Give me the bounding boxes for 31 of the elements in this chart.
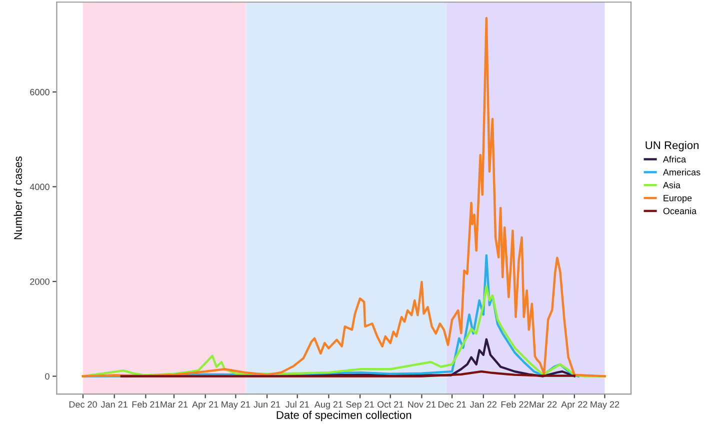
x-tick-label: May 21 xyxy=(222,401,250,410)
legend-label: Africa xyxy=(662,156,686,162)
y-axis-title: Number of cases xyxy=(14,156,22,240)
x-tick-label: Sep 21 xyxy=(346,401,374,410)
line-series xyxy=(82,16,606,378)
x-tick-label: Aug 21 xyxy=(314,401,343,410)
y-tick-label: 2000 xyxy=(30,278,50,285)
x-tick-label: Jul 21 xyxy=(285,400,309,408)
x-tick-label: Apr 21 xyxy=(192,401,218,410)
x-tick-label: Mar 21 xyxy=(160,401,188,408)
legend-label: Europe xyxy=(664,194,692,204)
x-axis-title: Date of specimen collection xyxy=(276,410,412,422)
legend-title: UN Region xyxy=(646,140,698,152)
x-tick-label: Dec 20 xyxy=(69,401,97,408)
legend-label: Oceania xyxy=(663,208,697,214)
x-tick-label: Oct 21 xyxy=(378,401,404,408)
y-tick-label: 4000 xyxy=(30,184,50,190)
x-tick-label: Jan 21 xyxy=(100,401,128,408)
x-tick-label: Feb 22 xyxy=(501,400,528,408)
x-tick-label: Apr 22 xyxy=(561,401,588,410)
y-tick-label: 0 xyxy=(45,373,50,380)
legend-label: Americas xyxy=(662,168,700,176)
x-tick-label: May 22 xyxy=(590,401,620,410)
x-tick-label: Nov 21 xyxy=(408,401,436,408)
x-tick-label: Dec 21 xyxy=(438,401,466,408)
x-tick-label: Jun 21 xyxy=(254,401,280,408)
x-tick-label: Feb 21 xyxy=(132,400,160,408)
x-tick-label: Jan 22 xyxy=(470,401,496,408)
legend-label: Asia xyxy=(662,182,680,188)
x-tick-label: Mar 22 xyxy=(530,401,557,408)
y-tick-label: 6000 xyxy=(30,88,50,96)
